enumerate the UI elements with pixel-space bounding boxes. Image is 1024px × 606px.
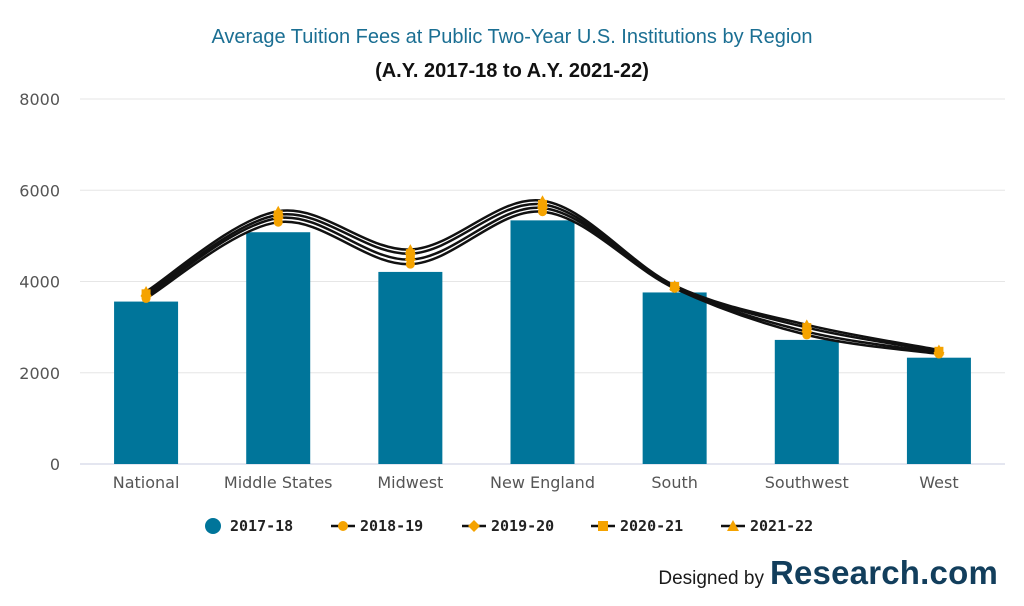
legend-label: 2019-20 (491, 517, 554, 535)
bar (114, 301, 179, 464)
legend-label: 2020-21 (620, 517, 683, 535)
x-axis: National Middle States Midwest New England S… (113, 473, 959, 492)
marker-triangle (669, 280, 681, 291)
chart-title: Average Tuition Fees at Public Two-Year … (211, 26, 812, 48)
legend: 2017-18 2018-19 2019-20 2020-21 2021-22 (205, 517, 813, 535)
legend-label: 2021-22 (750, 517, 813, 535)
chart-subtitle: (A.Y. 2017-18 to A.Y. 2021-22) (375, 60, 649, 82)
y-tick-label: 0 (50, 455, 60, 474)
x-tick-label: West (919, 473, 958, 492)
marker-triangle (272, 205, 284, 216)
y-tick-label: 2000 (19, 364, 60, 383)
brand-logo: Research.com (769, 554, 998, 591)
legend-label: 2017-18 (230, 517, 293, 535)
y-tick-label: 6000 (19, 181, 60, 200)
y-axis: 0 2000 4000 6000 8000 (19, 90, 60, 474)
legend-marker-circle (205, 518, 221, 534)
bar (510, 220, 575, 464)
x-tick-label: Southwest (765, 473, 849, 492)
bar (642, 292, 707, 464)
y-tick-label: 8000 (19, 90, 60, 109)
legend-label: 2018-19 (360, 517, 423, 535)
x-tick-label: South (651, 473, 698, 492)
marker-triangle (727, 520, 739, 531)
marker-triangle (537, 195, 548, 206)
x-tick-label: National (113, 473, 180, 492)
marker-triangle (801, 319, 813, 330)
credit: Designed by Research.com (658, 554, 998, 592)
legend-item: 2020-21 (591, 517, 683, 535)
bar-series (114, 220, 971, 464)
x-tick-label: Midwest (377, 473, 443, 492)
marker-square (598, 521, 608, 531)
legend-item: 2021-22 (721, 517, 813, 535)
marker-triangle (140, 286, 152, 297)
legend-item: 2017-18 (205, 517, 293, 535)
bar (246, 232, 311, 464)
legend-item: 2019-20 (462, 517, 554, 535)
x-tick-label: Middle States (224, 473, 333, 492)
marker-triangle (933, 344, 945, 355)
y-tick-label: 4000 (19, 273, 60, 292)
line-series (140, 195, 945, 359)
credit-prefix: Designed by (658, 568, 764, 589)
marker-circle (338, 521, 348, 531)
bar (906, 357, 971, 464)
marker-triangle (404, 244, 416, 255)
bar (378, 271, 443, 464)
marker-diamond (468, 520, 480, 532)
bar (774, 339, 839, 464)
x-tick-label: New England (490, 473, 595, 492)
legend-item: 2018-19 (331, 517, 423, 535)
